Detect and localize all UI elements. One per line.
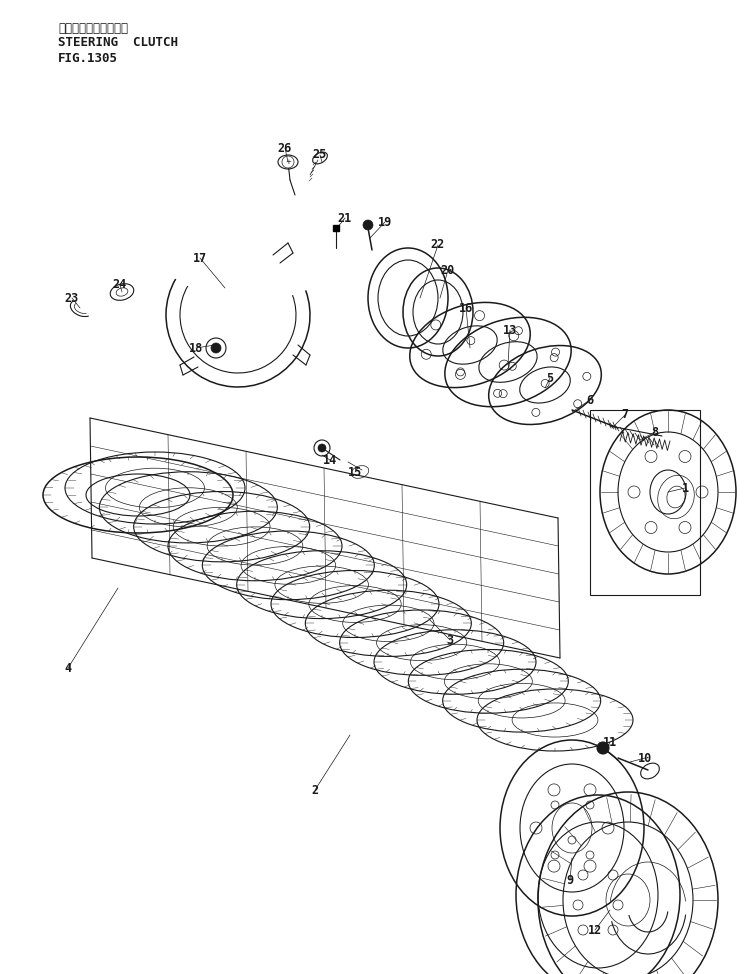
Text: 3: 3 xyxy=(447,633,453,647)
Text: 15: 15 xyxy=(348,466,362,478)
Circle shape xyxy=(211,343,221,353)
Text: 2: 2 xyxy=(311,783,319,797)
Text: 26: 26 xyxy=(278,141,292,155)
Text: 25: 25 xyxy=(313,148,327,162)
Text: 7: 7 xyxy=(622,408,628,422)
Text: 19: 19 xyxy=(378,215,392,229)
Text: 6: 6 xyxy=(586,393,594,406)
Text: 8: 8 xyxy=(652,426,658,438)
Text: ステアリングクラッチ: ステアリングクラッチ xyxy=(58,22,128,35)
Text: 16: 16 xyxy=(459,302,473,315)
Circle shape xyxy=(318,444,326,452)
Text: 14: 14 xyxy=(323,454,337,467)
Text: 21: 21 xyxy=(338,211,352,224)
Text: 1: 1 xyxy=(681,481,689,495)
Text: 24: 24 xyxy=(113,279,127,291)
Text: 12: 12 xyxy=(588,923,602,936)
Text: 4: 4 xyxy=(64,661,72,675)
Circle shape xyxy=(363,220,373,230)
Text: 22: 22 xyxy=(431,239,445,251)
Text: 9: 9 xyxy=(566,874,574,886)
Text: 17: 17 xyxy=(193,251,207,265)
Text: FIG.1305: FIG.1305 xyxy=(58,52,118,65)
Text: 11: 11 xyxy=(603,735,617,748)
Text: 20: 20 xyxy=(441,264,455,277)
Text: +: + xyxy=(285,159,291,165)
Text: 18: 18 xyxy=(189,342,203,355)
Text: 13: 13 xyxy=(503,323,517,336)
Circle shape xyxy=(597,742,609,754)
Text: 5: 5 xyxy=(547,371,554,385)
Text: 10: 10 xyxy=(638,752,652,765)
Circle shape xyxy=(282,156,294,168)
Text: 23: 23 xyxy=(65,291,79,305)
Text: STEERING  CLUTCH: STEERING CLUTCH xyxy=(58,36,178,49)
